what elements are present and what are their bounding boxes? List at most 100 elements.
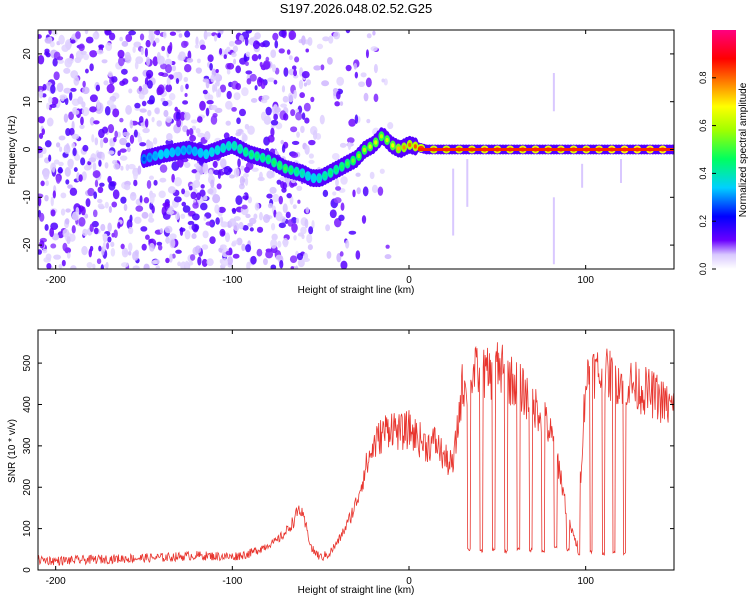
noise-blob <box>113 229 118 239</box>
noise-blob <box>271 64 277 73</box>
noise-blob <box>273 113 278 121</box>
noise-blob <box>45 253 52 261</box>
noise-blob <box>270 238 278 249</box>
noise-blob <box>370 46 378 52</box>
noise-blob <box>169 253 173 263</box>
noise-blob <box>215 73 220 84</box>
noise-blob <box>208 169 214 179</box>
noise-streak <box>452 168 455 236</box>
noise-blob <box>80 206 86 216</box>
noise-blob <box>345 64 352 72</box>
noise-blob <box>87 160 92 166</box>
noise-blob <box>348 118 356 127</box>
noise-blob <box>93 120 100 125</box>
noise-blob <box>384 254 392 260</box>
ridge-core <box>165 151 169 156</box>
noise-blob <box>338 214 345 222</box>
noise-blob <box>58 135 66 141</box>
noise-blob <box>339 101 344 106</box>
noise-blob <box>68 91 73 101</box>
noise-blob <box>214 204 220 214</box>
noise-blob <box>58 161 64 167</box>
noise-blob <box>199 100 206 111</box>
noise-blob <box>196 58 201 64</box>
noise-blob <box>45 52 51 58</box>
noise-blob <box>149 194 155 204</box>
noise-blob <box>256 248 263 257</box>
noise-blob <box>258 53 262 60</box>
noise-blob <box>157 244 163 251</box>
snr-plot-area <box>38 330 674 570</box>
noise-blob <box>210 104 218 111</box>
noise-blob <box>92 263 96 269</box>
noise-blob <box>65 208 71 213</box>
noise-blob <box>73 167 78 173</box>
noise-blob <box>38 196 42 207</box>
noise-blob <box>225 120 231 126</box>
noise-blob <box>247 125 255 135</box>
noise-blob <box>69 127 75 136</box>
noise-blob <box>183 190 190 198</box>
noise-blob <box>197 132 205 138</box>
noise-blob <box>111 76 118 83</box>
noise-blob <box>209 236 216 245</box>
noise-blob <box>117 221 121 229</box>
noise-blob <box>50 103 57 108</box>
noise-blob <box>171 65 177 72</box>
ridge-core <box>255 153 259 159</box>
ridge-core <box>153 153 157 159</box>
noise-blob <box>94 137 99 146</box>
noise-blob <box>195 67 202 74</box>
noise-blob <box>92 209 98 218</box>
noise-blob <box>125 142 131 148</box>
noise-blob <box>100 264 105 269</box>
noise-blob <box>217 32 221 39</box>
noise-blob <box>373 63 378 74</box>
noise-blob <box>89 50 98 58</box>
ridge-core <box>323 173 327 179</box>
noise-blob <box>231 106 237 112</box>
noise-blob <box>311 220 315 229</box>
noise-blob <box>51 233 60 241</box>
colorbar: 0.0 0.2 0.4 0.6 0.8 Normalized spectral ampl… <box>698 30 749 275</box>
noise-blob <box>156 120 163 127</box>
noise-blob <box>166 77 171 86</box>
noise-blob <box>140 47 144 56</box>
noise-blob <box>107 150 115 155</box>
noise-blob <box>44 37 52 44</box>
noise-blob <box>245 161 254 171</box>
noise-blob <box>345 239 350 249</box>
noise-blob <box>332 191 337 196</box>
ridge-core <box>300 171 304 176</box>
noise-blob <box>183 161 191 169</box>
noise-blob <box>345 30 351 34</box>
colorbar-tick-label: 0.0 <box>698 263 708 276</box>
noise-blob <box>108 181 116 191</box>
noise-blob <box>108 205 112 214</box>
noise-blob <box>270 49 277 59</box>
noise-blob <box>107 124 115 134</box>
noise-blob <box>245 70 253 75</box>
noise-blob <box>151 116 155 123</box>
ridge-core <box>176 149 180 154</box>
noise-blob <box>134 61 139 70</box>
noise-blob <box>175 30 182 33</box>
noise-blob <box>71 133 80 140</box>
x-tick-label: 100 <box>577 275 594 286</box>
colorbar-label: Normalized spectral amplitude <box>738 82 749 217</box>
noise-blob <box>44 194 49 202</box>
noise-blob <box>278 48 285 54</box>
noise-blob <box>219 244 227 250</box>
noise-blob <box>166 132 173 142</box>
noise-blob <box>164 225 173 234</box>
noise-blob <box>191 233 197 239</box>
noise-blob <box>296 131 300 138</box>
noise-blob <box>231 240 239 245</box>
noise-blob <box>140 87 149 95</box>
noise-blob <box>100 223 106 232</box>
noise-blob <box>227 256 234 266</box>
ridge-core <box>351 158 355 163</box>
noise-blob <box>137 165 142 175</box>
noise-blob <box>241 87 249 97</box>
